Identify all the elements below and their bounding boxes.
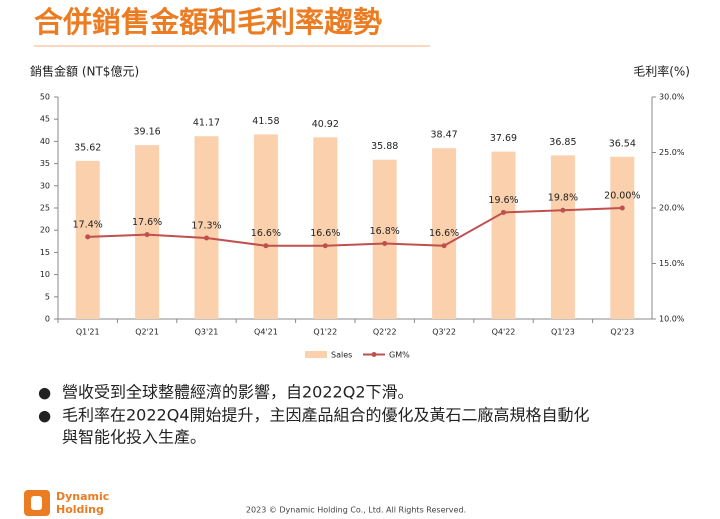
legend-swatch <box>305 351 327 358</box>
y2-tick-label: 30.0% <box>659 93 685 102</box>
copyright: 2023 © Dynamic Holding Co., Ltd. All Rig… <box>246 506 466 515</box>
line-value-label: 19.6% <box>488 195 518 206</box>
bar-value-label: 40.92 <box>312 119 339 130</box>
x-tick-label: Q2'23 <box>610 328 634 337</box>
bar-value-label: 41.17 <box>193 118 220 129</box>
bullet: 與智能化投入生產。 <box>62 428 206 447</box>
line-point <box>382 241 388 247</box>
line-point <box>204 235 209 241</box>
bar <box>432 148 457 319</box>
bar <box>550 155 575 319</box>
bar <box>75 160 100 319</box>
x-tick-label: Q2'22 <box>373 328 397 337</box>
line-point <box>560 207 566 213</box>
line-value-label: 19.8% <box>548 193 578 204</box>
line-value-label: 17.3% <box>191 220 221 231</box>
y-tick-label: 5 <box>45 292 50 301</box>
slide-title: 合併銷售金額和毛利率趨勢 <box>34 5 382 39</box>
y-tick-label: 15 <box>40 248 50 257</box>
legend-label: GM% <box>389 351 410 360</box>
bar-value-label: 37.69 <box>490 133 517 144</box>
logo-text: Holding <box>56 503 104 516</box>
bar-value-label: 41.58 <box>252 116 279 127</box>
y-tick-label: 35 <box>40 159 50 168</box>
y-tick-label: 45 <box>40 115 50 124</box>
x-tick-label: Q4'22 <box>492 328 516 337</box>
logo-icon-inner <box>31 496 42 510</box>
y-tick-label: 20 <box>40 226 50 235</box>
legend-label: Sales <box>331 351 352 360</box>
y-tick-label: 10 <box>40 270 50 279</box>
x-tick-label: Q3'22 <box>432 328 456 337</box>
x-tick-label: Q3'21 <box>195 328 219 337</box>
legend-swatch <box>371 352 377 357</box>
line-value-label: 16.6% <box>251 228 281 239</box>
line-value-label: 17.4% <box>73 219 103 230</box>
bar-value-label: 36.85 <box>549 137 576 148</box>
bullet: 營收受到全球整體經濟的影響，自2022Q2下滑。 <box>62 383 414 402</box>
line-point <box>263 243 269 249</box>
line-point <box>441 243 447 249</box>
bar <box>313 137 338 319</box>
x-tick-label: Q4'21 <box>254 328 278 337</box>
y-tick-label: 25 <box>40 204 50 213</box>
line-point <box>85 234 91 240</box>
y-axis-label: 銷售金額 (NT$億元) <box>30 64 139 79</box>
y-tick-label: 0 <box>45 315 50 324</box>
x-tick-label: Q1'23 <box>551 328 575 337</box>
line-value-label: 16.6% <box>429 228 459 239</box>
line-point <box>619 205 625 211</box>
y-tick-label: 30 <box>40 181 50 190</box>
bar <box>135 145 160 319</box>
bar <box>194 136 219 319</box>
line-point <box>501 209 506 215</box>
bar-value-label: 39.16 <box>133 127 160 138</box>
logo-text: Dynamic <box>56 490 109 503</box>
bullet: 毛利率在2022Q4開始提升，主因產品組合的優化及黃石二廠高規格自動化 <box>62 406 590 425</box>
bullet-mark: ● <box>38 384 51 402</box>
line-value-label: 20.00% <box>604 191 640 202</box>
x-tick-label: Q1'22 <box>313 328 337 337</box>
y2-axis-label: 毛利率(%) <box>633 64 690 79</box>
bar <box>491 151 516 319</box>
y2-tick-label: 15.0% <box>659 259 685 268</box>
bar-value-label: 35.88 <box>371 141 398 152</box>
x-tick-label: Q1'21 <box>76 328 100 337</box>
line-value-label: 16.6% <box>310 228 340 239</box>
y2-tick-label: 25.0% <box>659 148 685 157</box>
line-value-label: 17.6% <box>132 217 162 228</box>
bar-value-label: 38.47 <box>430 130 457 141</box>
x-tick-label: Q2'21 <box>135 328 159 337</box>
line-point <box>322 243 328 249</box>
bar <box>253 134 278 319</box>
y-tick-label: 40 <box>40 137 50 146</box>
y2-tick-label: 20.0% <box>659 204 685 213</box>
line-point <box>144 232 150 238</box>
bar <box>372 159 397 319</box>
bar-value-label: 35.62 <box>74 142 101 153</box>
line-value-label: 16.8% <box>370 226 400 237</box>
bar-value-label: 36.54 <box>609 138 636 149</box>
y2-tick-label: 10.0% <box>659 315 685 324</box>
line <box>87 207 623 247</box>
bar <box>610 156 635 319</box>
bullet-mark: ● <box>38 407 51 425</box>
y-tick-label: 50 <box>40 93 50 102</box>
